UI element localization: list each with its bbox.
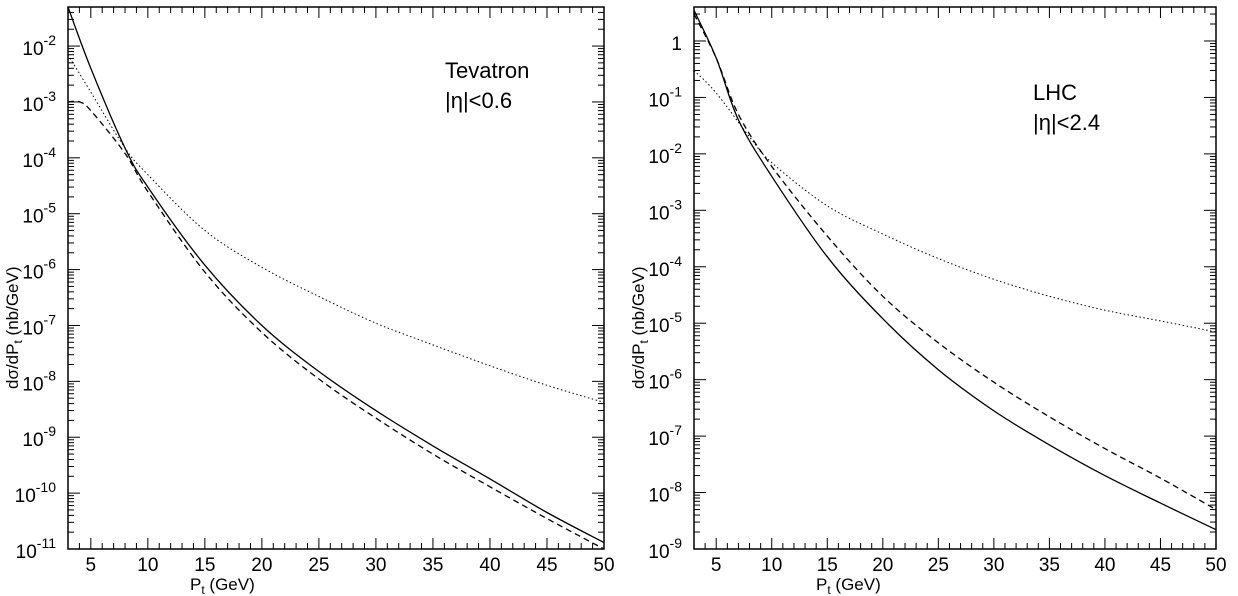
x-tick-label: 10 [137,555,158,576]
x-axis-label: Pt (GeV) [190,575,255,596]
x-tick-label: 35 [1039,555,1060,576]
y-tick-label: 10-9 [22,423,56,451]
panel-annotation: |η|<0.6 [445,88,512,113]
panel-annotation: Tevatron [445,58,529,83]
x-tick-label: 40 [1094,555,1115,576]
y-tick-label: 1 [671,34,682,55]
tevatron-panel: 5 10 15 20 25 30 35 40 45 50 10-2 10-3 10-4 10-5 10-6 1… [3,6,615,596]
x-axis-label: Pt (GeV) [816,575,881,596]
dotted-curve [694,70,1216,333]
x-tick-label: 45 [536,555,557,576]
x-tick-label: 10 [761,555,782,576]
solid-curve [68,7,604,544]
y-tick-label: 10-4 [22,144,56,172]
x-tick-label: 15 [194,555,215,576]
y-tick-label: 10-3 [22,88,56,116]
x-tick-label: 45 [1150,555,1171,576]
panel-annotation: LHC [1033,80,1077,105]
x-tick-label: 50 [593,555,614,576]
x-tick-label: 20 [872,555,893,576]
dotted-curve [68,54,604,403]
y-tick-label: 10-8 [648,479,682,507]
y-tick-label: 10-8 [22,367,56,395]
solid-curve [694,10,1216,531]
x-tick-label: 35 [422,555,443,576]
dashed-curve [694,13,1216,511]
y-tick-label: 10-5 [22,200,56,228]
x-tick-label: 25 [928,555,949,576]
x-tick-label: 5 [711,555,722,576]
y-tick-label: 10-9 [648,535,682,563]
y-tick-label: 10-1 [648,83,682,111]
x-tick-label: 30 [365,555,386,576]
plot-frame [67,6,605,550]
plot-frame [693,6,1217,550]
lhc-panel: 5 10 15 20 25 30 35 40 45 50 1 10-1 10-2 10-3 10-4 10-5… [629,6,1227,596]
y-tick-label: 10-2 [648,140,682,168]
y-tick-label: 10-6 [22,256,56,284]
y-axis-label: dσ/dPt (nb/GeV) [3,266,25,389]
dashed-curve [68,100,604,549]
y-tick-label: 10-6 [648,366,682,394]
y-tick-label: 10-7 [22,311,56,339]
x-tick-label: 50 [1205,555,1226,576]
y-axis-label: dσ/dPt (nb/GeV) [629,266,651,389]
y-tick-label: 10-4 [648,253,682,281]
x-tick-label: 25 [308,555,329,576]
x-tick-label: 40 [479,555,500,576]
y-tick-label: 10-7 [648,422,682,450]
y-tick-label: 10-5 [648,309,682,337]
y-tick-label: 10-11 [16,535,57,563]
x-tick-label: 30 [983,555,1004,576]
x-tick-label: 15 [817,555,838,576]
x-tick-label: 5 [86,555,97,576]
panel-annotation: |η|<2.4 [1033,110,1100,135]
y-tick-label: 10-2 [22,32,56,60]
x-tick-label: 20 [251,555,272,576]
y-tick-label: 10-10 [15,479,57,507]
y-tick-label: 10-3 [648,196,682,224]
